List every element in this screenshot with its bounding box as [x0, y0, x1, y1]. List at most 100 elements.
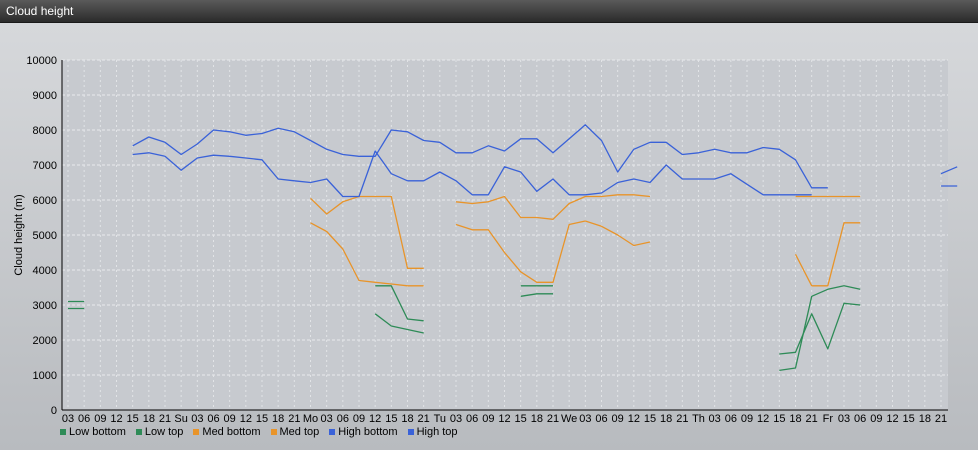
legend-swatch — [193, 429, 200, 435]
x-tick-label: 09 — [482, 413, 494, 425]
x-tick-label: 06 — [466, 413, 478, 425]
legend-swatch — [270, 429, 277, 435]
legend-swatch — [407, 429, 414, 435]
x-tick-label: 09 — [94, 413, 106, 425]
x-tick-label: 09 — [870, 413, 882, 425]
x-tick-label: Fr — [823, 413, 834, 425]
x-tick-label: 15 — [773, 413, 785, 425]
x-tick-label: 21 — [418, 413, 430, 425]
series-line-med-bottom — [455, 220, 651, 283]
y-tick-label: 6000 — [33, 195, 57, 207]
legend-label: Low top — [144, 426, 184, 438]
x-tick-label: Mo — [303, 413, 318, 425]
legend-label: Med bottom — [202, 426, 261, 438]
x-tick-label: 18 — [660, 413, 672, 425]
x-tick-label: 15 — [644, 413, 656, 425]
series-line-low-top — [779, 302, 861, 355]
x-tick-label: 15 — [903, 413, 915, 425]
x-tick-label: 12 — [240, 413, 252, 425]
series-line-med-bottom — [310, 222, 424, 287]
x-tick-label: 03 — [191, 413, 203, 425]
legend-label: Low bottom — [69, 426, 126, 438]
y-axis-label: Cloud height (m) — [13, 194, 25, 275]
x-tick-label: 21 — [547, 413, 559, 425]
x-tick-label: 09 — [224, 413, 236, 425]
legend-item[interactable]: Low bottom — [60, 426, 126, 438]
x-tick-label: 09 — [612, 413, 624, 425]
x-tick-label: 03 — [838, 413, 850, 425]
x-tick-label: 18 — [272, 413, 284, 425]
y-tick-label: 5000 — [33, 230, 57, 242]
y-tick-label: 2000 — [33, 335, 57, 347]
x-tick-label: 06 — [337, 413, 349, 425]
x-tick-label: 06 — [854, 413, 866, 425]
x-tick-label: 21 — [806, 413, 818, 425]
y-tick-label: 4000 — [33, 265, 57, 277]
x-tick-label: 06 — [78, 413, 90, 425]
x-tick-label: 21 — [288, 413, 300, 425]
x-tick-label: 03 — [709, 413, 721, 425]
y-tick-label: 0 — [51, 405, 57, 417]
legend-item[interactable]: Med bottom — [193, 426, 261, 438]
series-line-high-top — [132, 124, 828, 189]
y-tick-label: 9000 — [33, 90, 57, 102]
series-line-med-bottom — [794, 222, 861, 287]
series-line-low-bottom — [779, 285, 861, 372]
title-bar: Cloud height — [0, 0, 978, 23]
x-tick-label: 12 — [369, 413, 381, 425]
x-tick-label: 06 — [207, 413, 219, 425]
series-line-med-top — [310, 195, 424, 269]
x-tick-label: 15 — [127, 413, 139, 425]
x-tick-label: Th — [692, 413, 705, 425]
x-tick-label: 18 — [143, 413, 155, 425]
series-line-high-bottom — [132, 150, 812, 198]
legend-swatch — [60, 429, 66, 435]
x-tick-label: 03 — [579, 413, 591, 425]
series-line-low-bottom — [520, 293, 553, 297]
y-tick-label: 8000 — [33, 125, 57, 137]
x-tick-label: 18 — [531, 413, 543, 425]
y-tick-label: 1000 — [33, 370, 57, 382]
legend-item[interactable]: Med top — [270, 426, 320, 438]
legend-label: Med top — [279, 426, 320, 438]
legend-item[interactable]: High top — [407, 426, 458, 438]
series-line-low-bottom — [374, 313, 424, 334]
x-tick-label: 06 — [725, 413, 737, 425]
legend: Low bottom Low top Med bottom Med top High b… — [60, 426, 458, 438]
legend-label: High bottom — [338, 426, 398, 438]
x-tick-label: 21 — [676, 413, 688, 425]
x-tick-label: 03 — [321, 413, 333, 425]
legend-item[interactable]: High bottom — [329, 426, 398, 438]
x-tick-label: Tu — [434, 413, 446, 425]
x-tick-label: 12 — [498, 413, 510, 425]
x-tick-label: 06 — [595, 413, 607, 425]
x-tick-label: 21 — [935, 413, 947, 425]
x-tick-label: 12 — [886, 413, 898, 425]
legend-swatch — [135, 429, 142, 435]
legend-swatch — [329, 429, 336, 435]
x-tick-label: 12 — [757, 413, 769, 425]
y-tick-label: 10000 — [26, 55, 57, 67]
x-tick-label: 18 — [789, 413, 801, 425]
x-tick-label: 03 — [62, 413, 74, 425]
y-tick-label: 7000 — [33, 160, 57, 172]
x-tick-label: 18 — [919, 413, 931, 425]
window-title: Cloud height — [6, 4, 74, 18]
x-tick-label: Su — [174, 413, 187, 425]
x-tick-label: 03 — [450, 413, 462, 425]
x-tick-label: 21 — [159, 413, 171, 425]
x-tick-label: We — [561, 413, 577, 425]
x-tick-label: 09 — [353, 413, 365, 425]
x-tick-label: 09 — [741, 413, 753, 425]
legend-item[interactable]: Low top — [135, 426, 184, 438]
x-tick-label: 15 — [515, 413, 527, 425]
series-line-med-top — [455, 194, 651, 220]
x-tick-label: 12 — [628, 413, 640, 425]
x-tick-label: 15 — [385, 413, 397, 425]
y-tick-label: 3000 — [33, 300, 57, 312]
x-tick-label: 12 — [110, 413, 122, 425]
series-line-high-top — [940, 166, 958, 175]
x-tick-label: 15 — [256, 413, 268, 425]
